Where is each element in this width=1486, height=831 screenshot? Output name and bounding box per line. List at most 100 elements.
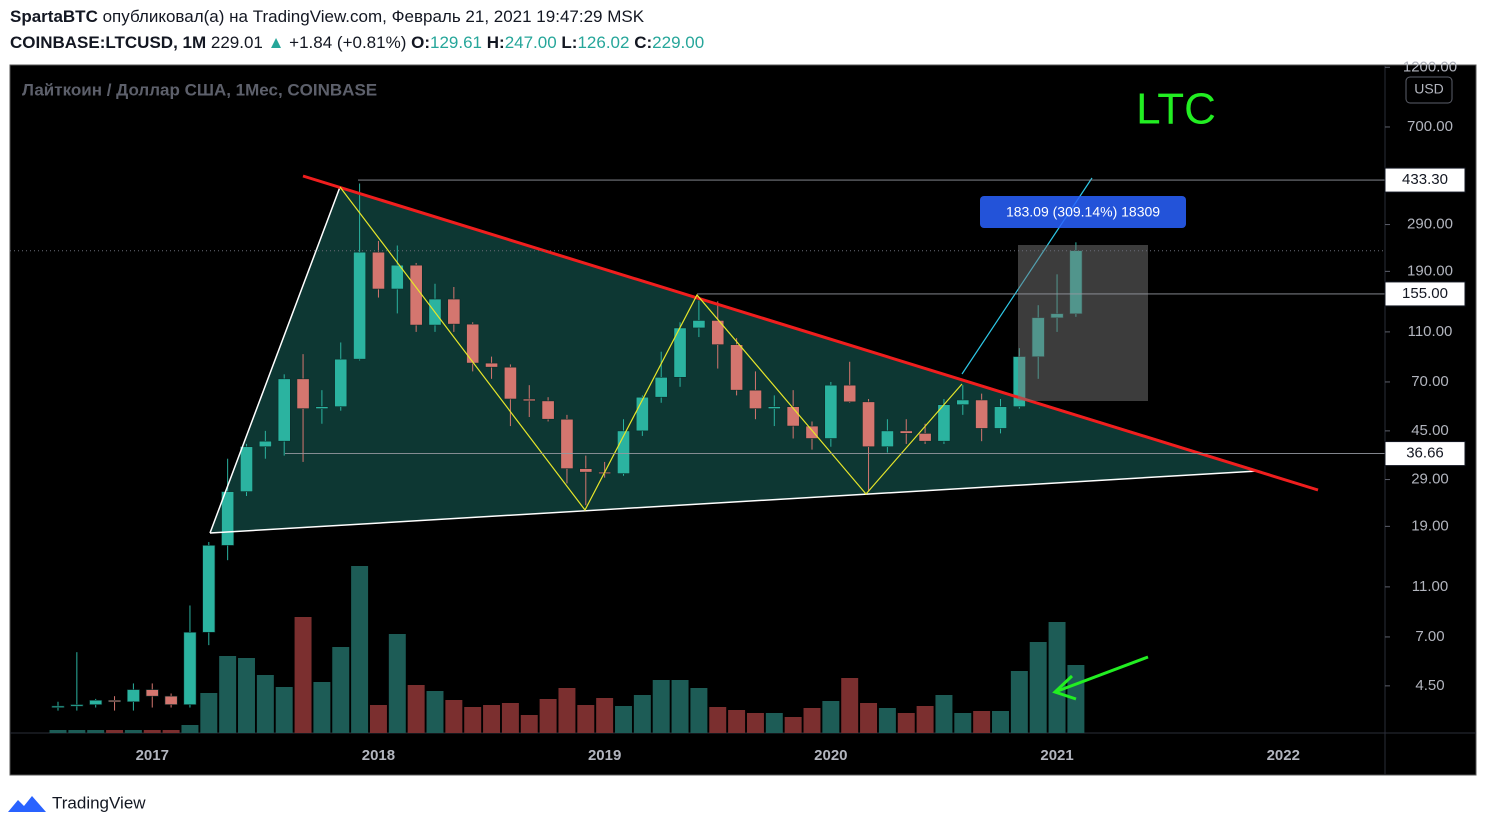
volume-bar bbox=[878, 708, 896, 733]
candle-body bbox=[372, 251, 385, 290]
volume-bar bbox=[313, 682, 331, 733]
candle-body bbox=[334, 358, 348, 407]
volume-bar bbox=[520, 715, 538, 733]
candle-body bbox=[390, 264, 404, 290]
volume-bar bbox=[671, 680, 689, 733]
symbol-line: COINBASE:LTCUSD, 1M 229.01 ▲ +1.84 (+0.8… bbox=[10, 33, 704, 52]
volume-bar bbox=[369, 705, 387, 733]
brand: TradingView bbox=[52, 793, 146, 812]
volume-bar bbox=[143, 730, 161, 733]
price-label: 433.30 bbox=[1402, 171, 1448, 188]
candle-body bbox=[805, 425, 819, 439]
candle-body bbox=[466, 323, 480, 364]
volume-bar bbox=[841, 678, 859, 733]
candle-body bbox=[108, 699, 121, 703]
candle-body bbox=[221, 491, 235, 546]
volume-bar bbox=[49, 730, 67, 733]
volume-bar bbox=[860, 703, 878, 733]
candle-body bbox=[654, 377, 668, 398]
y-tick-label: 11.00 bbox=[1412, 578, 1448, 595]
trend-line bbox=[209, 470, 1259, 534]
arrow: ▲ bbox=[268, 33, 285, 52]
ohlc-label: L: bbox=[561, 33, 577, 52]
volume-bar bbox=[426, 691, 444, 733]
y-tick-label: 7.00 bbox=[1415, 628, 1444, 645]
arrow-head bbox=[1052, 674, 1077, 701]
volume-bar bbox=[803, 708, 821, 733]
price-label-box bbox=[1384, 281, 1466, 307]
ohlc-label: C: bbox=[634, 33, 652, 52]
y-tick-label: 4.50 bbox=[1415, 677, 1444, 694]
header-line: SpartaBTC опубликовал(а) на TradingView.… bbox=[10, 7, 645, 26]
volume-bar bbox=[973, 711, 991, 733]
volume-bar bbox=[822, 701, 840, 733]
candle-body bbox=[409, 264, 423, 326]
candle-body bbox=[692, 320, 706, 329]
annotation: LTC bbox=[1136, 85, 1216, 134]
volume-bar bbox=[916, 706, 934, 733]
volume-bar bbox=[690, 688, 708, 733]
y-tick-label: 1200.00 bbox=[1403, 58, 1457, 75]
volume-bar bbox=[200, 693, 218, 733]
last-price: 229.01 bbox=[211, 33, 263, 52]
x-tick-label: 2018 bbox=[362, 747, 395, 764]
y-tick-label: 290.00 bbox=[1407, 216, 1453, 233]
y-tick-label: 29.00 bbox=[1411, 471, 1449, 488]
candle-body bbox=[315, 406, 329, 409]
volume-bar bbox=[162, 730, 180, 733]
candle-body bbox=[786, 406, 800, 427]
candle-body bbox=[522, 398, 536, 402]
volume-bar bbox=[501, 703, 519, 733]
candle-body bbox=[579, 468, 593, 473]
candle-body bbox=[843, 384, 857, 403]
x-tick-label: 2017 bbox=[136, 747, 169, 764]
chart-title: Лайткоин / Доллар США, 1Мес, COINBASE bbox=[22, 80, 377, 99]
ohlc-value: 229.00 bbox=[652, 33, 704, 52]
volume-bar bbox=[87, 730, 105, 733]
change: +1.84 (+0.81%) bbox=[289, 33, 406, 52]
y-tick-label: 110.00 bbox=[1408, 323, 1453, 340]
candle-body bbox=[541, 400, 555, 420]
candle-body bbox=[202, 545, 216, 633]
volume-bar bbox=[294, 617, 312, 733]
volume-bar bbox=[784, 717, 802, 733]
currency-box bbox=[1405, 76, 1453, 104]
volume-bar bbox=[332, 647, 350, 733]
symbol: COINBASE:LTCUSD, 1M bbox=[10, 33, 206, 52]
candle-body bbox=[560, 418, 574, 469]
y-tick-label: 19.00 bbox=[1411, 517, 1449, 534]
volume-bar bbox=[388, 634, 406, 733]
brand-logo bbox=[8, 796, 46, 812]
price-label: 36.66 bbox=[1406, 445, 1444, 462]
volume-bar bbox=[68, 730, 86, 733]
trend-line bbox=[209, 186, 341, 534]
candle-body bbox=[296, 378, 310, 409]
candle-body bbox=[51, 705, 65, 708]
volume-bar bbox=[483, 705, 501, 733]
volume-bar bbox=[558, 688, 576, 733]
measure-label: 183.09 (309.14%) 18309 bbox=[1006, 204, 1160, 220]
volume-bar bbox=[1010, 671, 1028, 733]
candle-body bbox=[918, 433, 932, 442]
ohlc-label: H: bbox=[487, 33, 505, 52]
candle-body bbox=[749, 389, 762, 409]
x-tick-label: 2021 bbox=[1040, 747, 1073, 764]
candle-body bbox=[635, 396, 649, 432]
resistance-line bbox=[302, 174, 1319, 492]
volume-layer bbox=[49, 566, 1085, 733]
volume-bar bbox=[746, 713, 764, 733]
volume-bar bbox=[728, 710, 746, 733]
candle-body bbox=[126, 689, 140, 703]
volume-bar bbox=[652, 680, 670, 733]
volume-bar bbox=[954, 713, 972, 733]
volume-bar bbox=[765, 713, 783, 733]
arrow-annotation bbox=[1054, 655, 1149, 694]
volume-bar bbox=[596, 698, 614, 733]
volume-bar bbox=[351, 566, 369, 733]
volume-bar bbox=[238, 658, 255, 733]
x-tick-label: 2022 bbox=[1267, 747, 1300, 764]
y-tick-label: 190.00 bbox=[1407, 262, 1453, 279]
price-label-box bbox=[1384, 167, 1466, 193]
volume-bar bbox=[539, 699, 557, 733]
